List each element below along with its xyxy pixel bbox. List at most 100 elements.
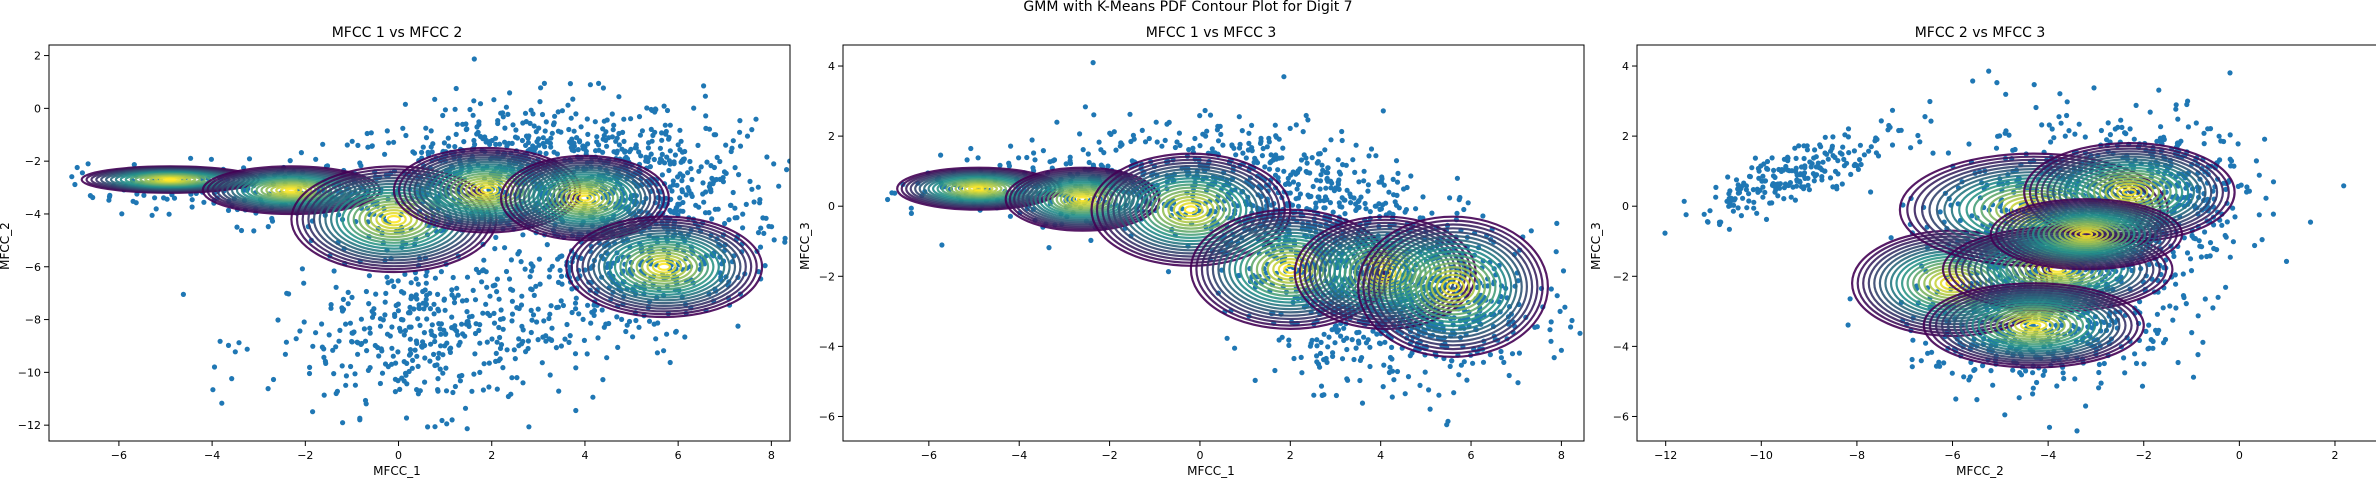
data-point — [514, 305, 520, 311]
data-point — [1908, 145, 1914, 151]
data-point — [628, 116, 634, 122]
data-point — [1315, 361, 1322, 367]
data-point — [428, 128, 434, 134]
data-point — [2175, 359, 2181, 366]
data-point — [408, 280, 414, 286]
data-point — [1356, 340, 1362, 346]
data-point — [410, 149, 416, 155]
contour-level — [641, 254, 688, 280]
data-point — [1915, 132, 1921, 139]
data-point — [1264, 144, 1270, 150]
data-point — [1139, 127, 1145, 133]
data-point — [1436, 392, 1442, 398]
data-point — [432, 338, 438, 345]
data-point — [2049, 126, 2055, 132]
data-point — [587, 82, 594, 88]
data-point — [454, 121, 460, 127]
data-point — [2012, 146, 2018, 153]
data-point — [1775, 193, 1781, 199]
data-point — [376, 353, 382, 359]
data-point — [534, 139, 540, 145]
data-point — [2143, 328, 2149, 334]
data-point — [1308, 193, 1314, 199]
data-point — [2118, 117, 2124, 123]
data-point — [444, 340, 450, 346]
data-point — [1363, 340, 1369, 346]
data-point — [1389, 394, 1395, 400]
data-point — [391, 139, 397, 145]
contour-level — [1189, 208, 1391, 330]
data-point — [1498, 348, 1504, 355]
y-tick-label: −4 — [819, 340, 835, 353]
data-point — [345, 289, 351, 295]
data-point — [420, 144, 426, 150]
data-point — [363, 401, 369, 407]
data-point — [1172, 144, 1178, 151]
data-point — [588, 320, 594, 326]
data-point — [377, 323, 384, 329]
data-point — [680, 208, 686, 214]
data-point — [472, 297, 479, 303]
data-point — [1547, 327, 1553, 333]
data-point — [740, 211, 746, 217]
data-point — [570, 96, 576, 102]
data-point — [1683, 212, 1689, 218]
data-point — [310, 409, 316, 415]
data-point — [1174, 139, 1180, 145]
data-point — [1464, 377, 1470, 383]
data-point — [546, 336, 552, 342]
data-point — [723, 142, 729, 148]
data-point — [1773, 187, 1779, 193]
data-point — [1554, 220, 1560, 226]
data-point — [743, 201, 749, 207]
data-point — [1802, 175, 1808, 181]
data-point — [529, 317, 535, 323]
data-point — [1315, 159, 1321, 165]
data-point — [269, 218, 276, 224]
data-point — [333, 344, 339, 350]
data-point — [1427, 406, 1433, 412]
data-point — [1470, 360, 1476, 366]
data-point — [420, 288, 426, 295]
data-point — [1888, 235, 1894, 241]
axes-frame — [842, 44, 1585, 442]
data-point — [1032, 157, 1038, 163]
data-point — [313, 330, 319, 336]
y-tick-label: −8 — [25, 314, 41, 327]
data-point — [720, 179, 727, 185]
data-point — [622, 149, 628, 155]
data-point — [407, 347, 413, 353]
data-point — [229, 376, 235, 382]
data-point — [2141, 361, 2147, 367]
data-point — [706, 210, 712, 216]
data-point — [1993, 145, 2000, 151]
data-point — [477, 133, 484, 140]
data-point — [1937, 209, 1943, 215]
data-point — [740, 225, 746, 231]
data-point — [402, 101, 408, 107]
data-point — [651, 156, 657, 163]
data-point — [1286, 342, 1292, 348]
contour-level — [541, 175, 629, 221]
data-point — [392, 376, 398, 382]
data-point — [1381, 362, 1387, 368]
x-tick-label: −2 — [1101, 449, 1117, 462]
data-point — [1927, 98, 1933, 105]
data-point — [319, 344, 325, 350]
contour-level — [603, 234, 726, 299]
data-point — [500, 316, 506, 322]
data-point — [1318, 383, 1325, 389]
data-point — [538, 85, 544, 91]
data-point — [387, 333, 393, 339]
contour-level — [592, 229, 737, 305]
data-point — [758, 225, 764, 231]
data-point — [567, 81, 574, 87]
data-point — [340, 420, 346, 426]
data-point — [1317, 350, 1324, 356]
data-point — [2083, 403, 2089, 409]
contour-level — [1430, 269, 1476, 304]
data-point — [377, 380, 383, 387]
data-point — [2132, 351, 2138, 357]
data-point — [496, 324, 502, 331]
data-point — [546, 274, 552, 280]
